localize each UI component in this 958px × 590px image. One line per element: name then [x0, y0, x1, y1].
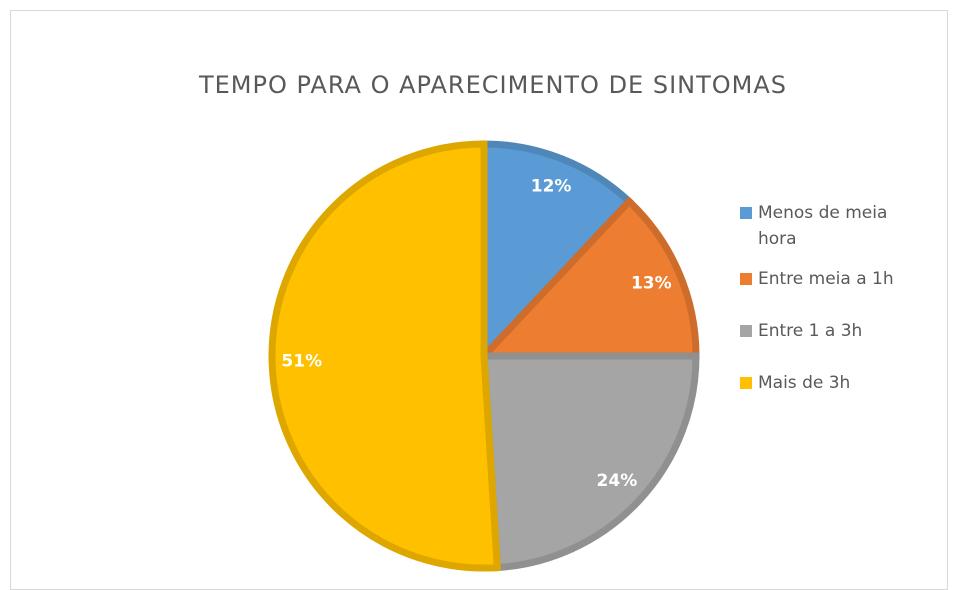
legend-swatch	[740, 273, 752, 285]
pie-slice	[475, 196, 700, 360]
chart-title: TEMPO PARA O APARECIMENTO DE SINTOMAS	[198, 71, 787, 99]
legend-item: Entre meia a 1h	[740, 266, 925, 292]
data-label: 12%	[531, 176, 572, 196]
legend-label: Entre 1 a 3h	[758, 321, 863, 341]
legend-label: Menos de meia hora	[758, 203, 888, 249]
legend-swatch	[740, 207, 752, 219]
legend-label: Entre meia a 1h	[758, 269, 894, 289]
pie-slice	[480, 140, 635, 365]
legend-item: Mais de 3h	[740, 370, 925, 396]
data-label: 24%	[597, 471, 638, 491]
legend-item: Menos de meia hora	[740, 200, 925, 252]
pie-slice	[268, 140, 502, 572]
pie-slice	[480, 352, 700, 572]
legend-swatch	[740, 325, 752, 337]
data-label: 51%	[281, 352, 322, 372]
data-label: 13%	[631, 274, 672, 294]
legend-swatch	[740, 377, 752, 389]
legend-item: Entre 1 a 3h	[740, 318, 925, 344]
legend-label: Mais de 3h	[758, 373, 851, 393]
legend: Menos de meia hora Entre meia a 1h Entre 1…	[740, 200, 925, 396]
